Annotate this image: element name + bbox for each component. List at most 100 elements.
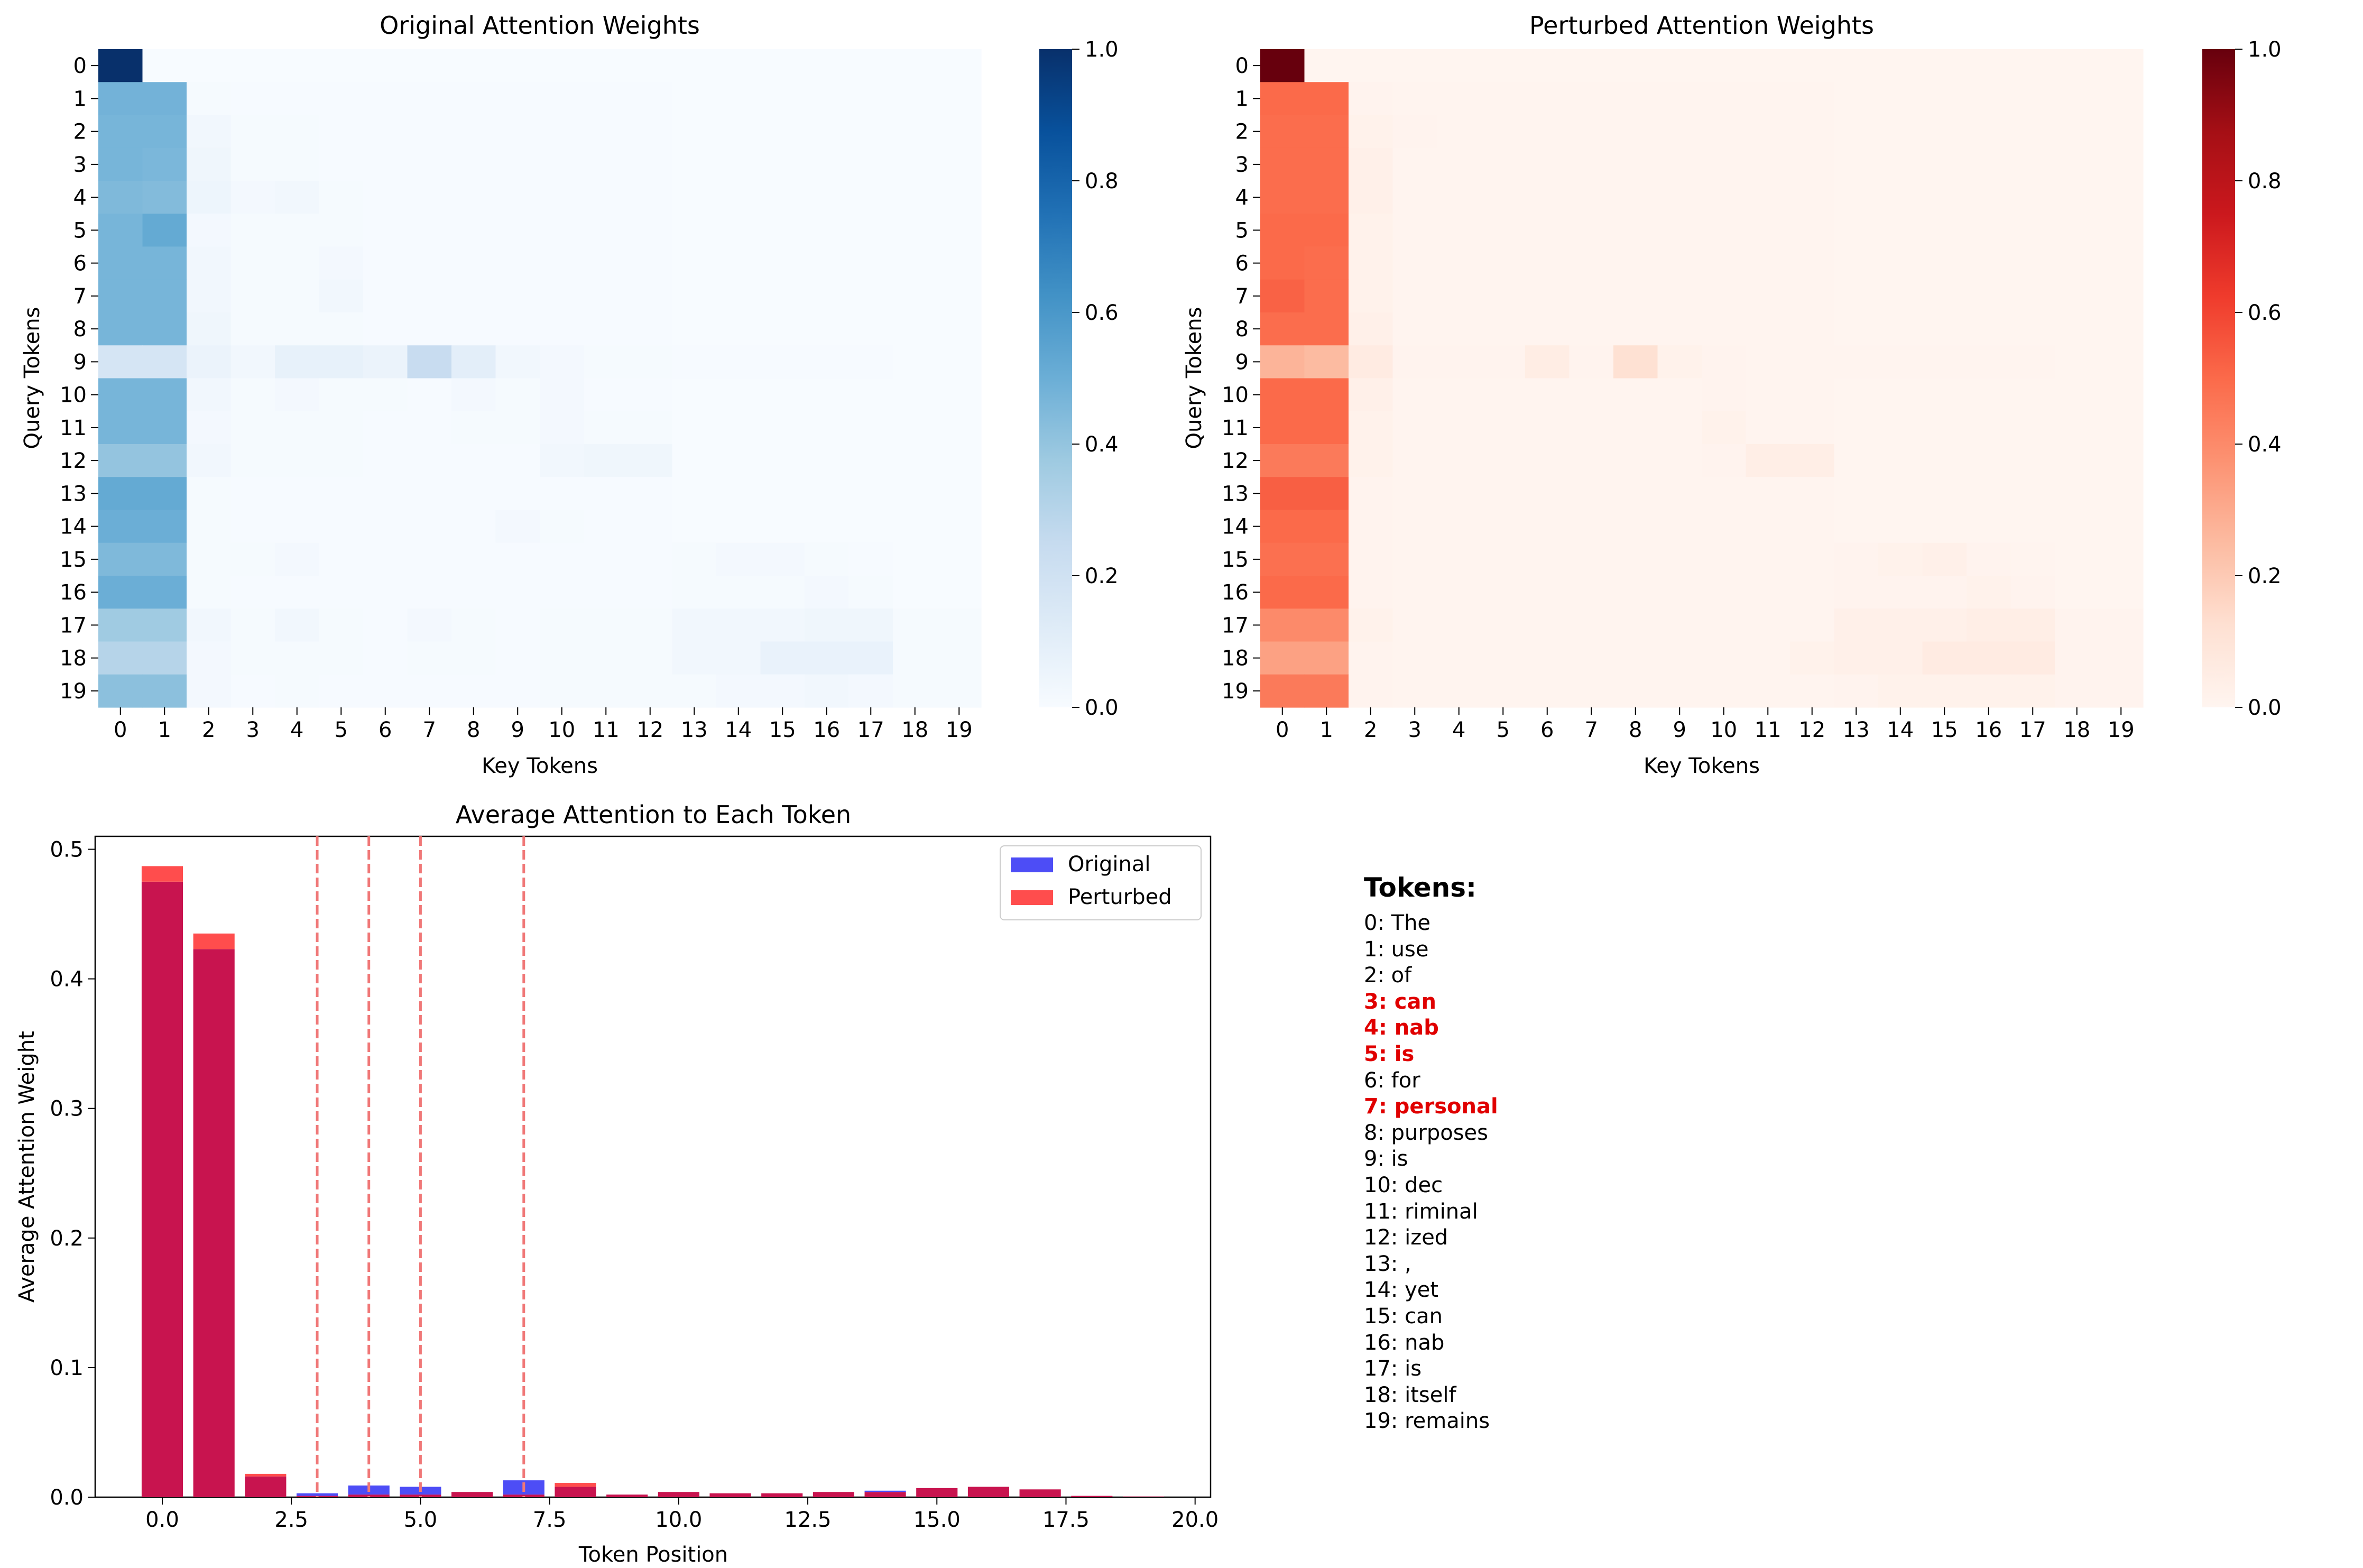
heatmap-cell (1525, 542, 1570, 576)
heatmap-cell (540, 378, 585, 412)
heatmap-cell (1613, 147, 1658, 181)
heatmap-cell (1967, 312, 2011, 346)
heatmap-cell (1613, 181, 1658, 214)
heatmap-cell (98, 279, 143, 313)
heatmap-cell (937, 576, 982, 609)
x-tick-label: 9 (1673, 718, 1686, 742)
heatmap-cell (319, 49, 364, 82)
heatmap-cell (1834, 641, 1879, 675)
heatmap-cell (848, 378, 893, 412)
heatmap-cell (672, 477, 717, 511)
heatmap-cell (1437, 411, 1482, 445)
heatmap-cell (142, 510, 187, 543)
bar-original (864, 1490, 906, 1492)
heatmap-cell (1657, 510, 1702, 543)
heatmap-cell (1657, 674, 1702, 708)
heatmap-cell (848, 279, 893, 313)
heatmap-cell (893, 279, 938, 313)
heatmap-cell (1569, 510, 1614, 543)
heatmap-cell (1569, 411, 1614, 445)
heatmap-cell (1260, 312, 1305, 346)
heatmap-cell (1392, 444, 1437, 477)
heatmap-cell (1481, 444, 1526, 477)
heatmap-cell (1260, 378, 1305, 412)
heatmap-cell (495, 542, 540, 576)
x-tick-label: 3 (246, 718, 260, 742)
heatmap-cell (848, 345, 893, 379)
heatmap-cell (1349, 641, 1393, 675)
heatmap-cell (2099, 411, 2144, 445)
heatmap-cell (98, 542, 143, 576)
heatmap-cell (1878, 246, 1923, 280)
heatmap-cell (2099, 444, 2144, 477)
heatmap-cell (2099, 345, 2144, 379)
heatmap-cell (319, 345, 364, 379)
heatmap-cell (1967, 246, 2011, 280)
heatmap-cell (2010, 214, 2055, 247)
heatmap-cell (2010, 542, 2055, 576)
heatmap-cell (230, 214, 275, 247)
heatmap-cell (142, 411, 187, 445)
heatmap-cell (1569, 641, 1614, 675)
heatmap-cell (98, 477, 143, 511)
heatmap-cell (893, 608, 938, 642)
heatmap-cell (1437, 345, 1482, 379)
heatmap-cell (230, 641, 275, 675)
heatmap-cell (1657, 411, 1702, 445)
highlight-lines (316, 836, 525, 1497)
heatmap-cell (1392, 411, 1437, 445)
heatmap-cell (1878, 214, 1923, 247)
bar-overlap (864, 1492, 906, 1497)
heatmap-cell (1569, 181, 1614, 214)
x-tick-label: 19 (946, 718, 973, 742)
heatmap-cell (937, 608, 982, 642)
bar-overlap (141, 881, 183, 1497)
heatmap-cell (672, 214, 717, 247)
heatmap-cell (893, 477, 938, 511)
heatmap-cell (1481, 411, 1526, 445)
heatmap-cell (1967, 49, 2011, 82)
heatmap-cell (363, 608, 408, 642)
heatmap-cell (230, 312, 275, 346)
heatmap-cell (1349, 411, 1393, 445)
heatmap-cell (1657, 115, 1702, 149)
heatmap-cell (495, 411, 540, 445)
x-tick-label: 6 (379, 718, 392, 742)
heatmap-cell (1349, 576, 1393, 609)
heatmap-cell (495, 49, 540, 82)
heatmap-cell (142, 378, 187, 412)
y-tick-label: 7 (73, 284, 87, 309)
heatmap-cell (628, 312, 673, 346)
heatmap-cell (407, 181, 452, 214)
y-tick-label: 15 (1222, 548, 1249, 572)
x-axis-label: Key Tokens (1644, 754, 1760, 778)
heatmap-cell (1481, 181, 1526, 214)
heatmap-cell (1746, 147, 1790, 181)
y-axis-label: Query Tokens (1182, 307, 1206, 449)
heatmap-cell (230, 674, 275, 708)
token-item: 0: The (1364, 911, 1431, 935)
heatmap-cell (1834, 477, 1879, 511)
heatmap-cell (937, 510, 982, 543)
heatmap-cell (760, 115, 805, 149)
heatmap-cell (672, 444, 717, 477)
chart-title: Average Attention to Each Token (456, 800, 851, 829)
heatmap-cell (1437, 246, 1482, 280)
heatmap-cell (142, 115, 187, 149)
heatmap-cell (1657, 181, 1702, 214)
heatmap-cell (451, 378, 496, 412)
heatmap-cell (805, 641, 850, 675)
heatmap-cell (937, 312, 982, 346)
tokens-panel: Tokens: 0: The 1: use 2: of 3: can 4: nab 5: … (1364, 872, 1840, 1435)
heatmap-cell (98, 246, 143, 280)
heatmap-cell (363, 214, 408, 247)
heatmap-cell (1702, 674, 1747, 708)
y-tick-label: 19 (60, 679, 87, 704)
heatmap-cell (628, 279, 673, 313)
heatmap-cell (2099, 181, 2144, 214)
heatmap-cell (1525, 312, 1570, 346)
colorbar-tick-label: 0.0 (1085, 696, 1119, 720)
heatmap-cell (1790, 181, 1835, 214)
heatmap-cell (1481, 378, 1526, 412)
heatmap-cell (1481, 147, 1526, 181)
